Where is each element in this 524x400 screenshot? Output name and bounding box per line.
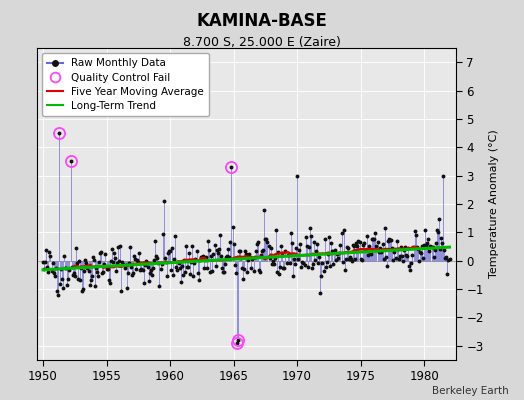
Legend: Raw Monthly Data, Quality Control Fail, Five Year Moving Average, Long-Term Tren: Raw Monthly Data, Quality Control Fail, …: [42, 53, 209, 116]
Text: Berkeley Earth: Berkeley Earth: [432, 386, 508, 396]
Y-axis label: Temperature Anomaly (°C): Temperature Anomaly (°C): [489, 130, 499, 278]
Text: 8.700 S, 25.000 E (Zaire): 8.700 S, 25.000 E (Zaire): [183, 36, 341, 49]
Text: KAMINA-BASE: KAMINA-BASE: [196, 12, 328, 30]
